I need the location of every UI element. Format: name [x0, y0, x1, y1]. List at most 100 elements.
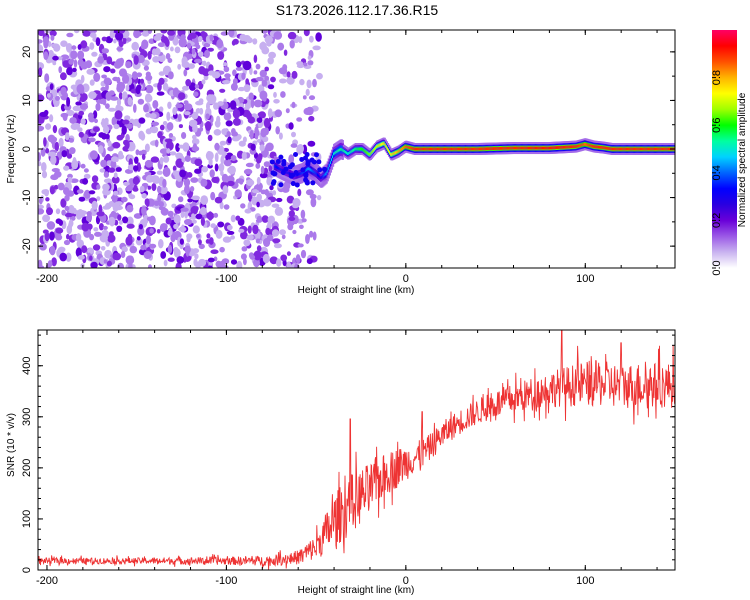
noise-blob	[184, 103, 193, 111]
noise-blob	[140, 132, 146, 141]
noise-blob	[181, 56, 188, 67]
noise-blob	[305, 189, 314, 196]
noise-blob	[253, 70, 258, 75]
noise-blob	[184, 111, 191, 116]
noise-blob	[45, 123, 52, 130]
noise-blob	[259, 144, 265, 152]
noise-blob	[185, 79, 192, 87]
noise-blob	[245, 162, 254, 168]
noise-blob	[225, 154, 229, 161]
noise-blob	[107, 107, 116, 112]
noise-blob	[125, 255, 135, 265]
noise-blob	[297, 188, 302, 197]
signal-blob	[290, 181, 296, 187]
noise-blob	[299, 224, 304, 229]
signal-blob	[275, 159, 281, 165]
colorbar-tick-label: 0.4	[711, 165, 723, 180]
noise-blob	[39, 111, 48, 117]
noise-blob	[167, 210, 174, 217]
noise-blob	[203, 42, 211, 48]
noise-blob	[122, 119, 130, 125]
noise-blob	[95, 37, 101, 46]
noise-blob	[178, 92, 186, 100]
noise-blob	[214, 142, 220, 151]
noise-blob	[159, 148, 169, 155]
noise-blob	[139, 185, 145, 193]
noise-blob	[178, 196, 184, 203]
noise-blob	[122, 74, 130, 84]
noise-blob	[291, 101, 296, 109]
noise-blob	[141, 193, 147, 199]
noise-blob	[89, 32, 97, 38]
noise-blob	[309, 230, 314, 238]
noise-blob	[276, 197, 283, 203]
noise-blob	[125, 84, 130, 92]
noise-blob	[145, 74, 153, 81]
noise-blob	[71, 159, 79, 170]
noise-blob	[168, 133, 174, 138]
noise-blob	[49, 186, 55, 195]
noise-blob	[172, 106, 178, 116]
noise-blob	[199, 107, 204, 115]
noise-blob	[271, 203, 280, 208]
noise-blob	[55, 208, 61, 215]
noise-blob	[98, 132, 105, 138]
signal-blob	[283, 166, 289, 172]
noise-blob	[207, 134, 213, 142]
noise-blob	[172, 87, 180, 98]
noise-blob	[96, 211, 105, 217]
noise-blob	[206, 233, 211, 239]
noise-blob	[41, 170, 48, 179]
noise-blob	[288, 210, 295, 218]
noise-blob	[38, 44, 44, 54]
noise-blob	[38, 161, 42, 167]
noise-blob	[44, 231, 50, 242]
noise-blob	[64, 194, 70, 202]
colorbar-tick-label: 0.0	[711, 260, 723, 275]
noise-blob	[307, 60, 314, 66]
noise-blob	[264, 189, 270, 196]
noise-blob	[115, 31, 124, 41]
noise-blob	[60, 72, 67, 81]
noise-blob	[152, 177, 161, 184]
noise-blob	[246, 234, 254, 241]
noise-blob	[158, 201, 164, 208]
noise-blob	[210, 191, 216, 201]
noise-blob	[39, 243, 47, 251]
noise-blob	[49, 136, 58, 143]
noise-blob	[228, 30, 235, 38]
noise-blob	[175, 103, 184, 109]
noise-blob	[43, 51, 49, 60]
noise-blob	[133, 165, 139, 172]
noise-blob	[272, 190, 277, 196]
snr-y-tick-label: 0	[21, 567, 33, 573]
noise-blob	[207, 47, 215, 52]
noise-blob	[312, 231, 317, 241]
noise-blob	[217, 221, 225, 228]
noise-blob	[38, 125, 44, 132]
noise-blob	[253, 250, 262, 261]
noise-blob	[295, 254, 301, 264]
noise-blob	[126, 223, 135, 229]
noise-blob	[121, 125, 127, 135]
noise-blob	[108, 90, 115, 96]
noise-blob	[193, 58, 203, 64]
noise-blob	[88, 190, 96, 195]
noise-blob	[136, 236, 141, 241]
noise-blob	[195, 44, 201, 50]
noise-blob	[94, 231, 102, 237]
noise-blob	[316, 72, 323, 80]
signal-blob	[309, 157, 315, 163]
spectrogram-x-tick-label: 100	[576, 273, 594, 285]
noise-blob	[57, 182, 65, 191]
noise-blob	[253, 99, 263, 108]
noise-blob	[208, 157, 213, 166]
noise-blob	[137, 226, 145, 236]
noise-blob	[46, 207, 53, 216]
noise-blob	[177, 113, 182, 122]
noise-blob	[256, 193, 263, 202]
noise-blob	[163, 155, 170, 163]
noise-blob	[190, 177, 199, 183]
noise-blob	[148, 264, 152, 268]
